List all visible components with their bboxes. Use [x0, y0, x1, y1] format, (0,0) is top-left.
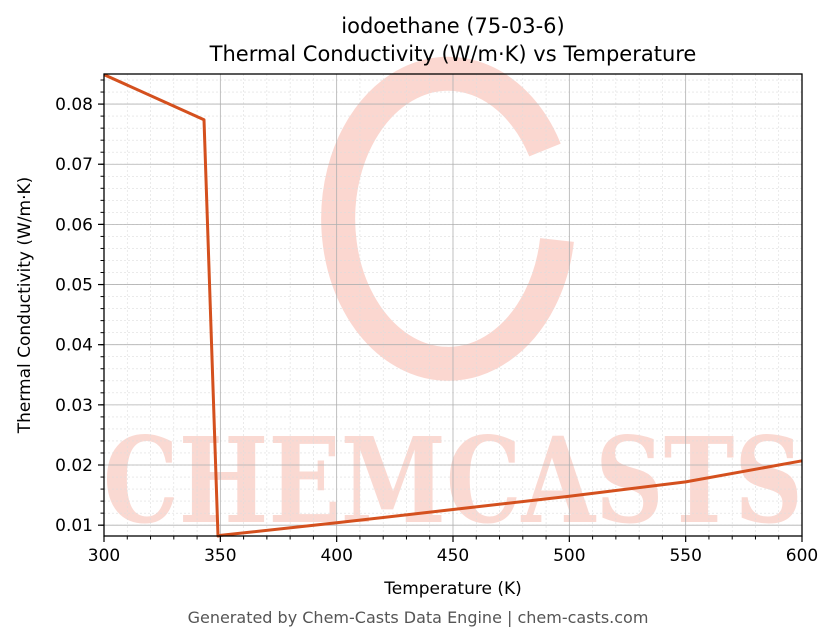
y-tick-label: 0.05 — [55, 276, 93, 296]
series-line — [103, 73, 803, 538]
y-tick-label: 0.03 — [55, 396, 93, 416]
chart-title-line1: iodoethane (75-03-6) — [341, 14, 564, 38]
ticks: 300 350 400 450 500 550 600 0.01 0.02 0.03 0.04 0.0… — [55, 79, 818, 566]
x-axis-label: Temperature (K) — [383, 579, 522, 599]
x-tick-label: 350 — [204, 546, 236, 566]
chart-title-line2: Thermal Conductivity (W/m·K) vs Temperat… — [209, 42, 697, 66]
x-tick-label: 300 — [88, 546, 120, 566]
footer-credit: Generated by Chem-Casts Data Engine | ch… — [187, 608, 649, 627]
x-tick-label: 500 — [553, 546, 585, 566]
x-tick-label: 600 — [786, 546, 818, 566]
y-axis-label: Thermal Conductivity (W/m·K) — [15, 177, 35, 435]
y-tick-label: 0.04 — [55, 336, 93, 356]
chart: CHEMCASTS 300 350 400 450 500 550 6000.010.020… — [15, 14, 818, 599]
y-tick-label: 0.02 — [55, 456, 93, 476]
x-tick-label: 450 — [437, 546, 469, 566]
y-tick-label: 0.07 — [55, 155, 93, 175]
y-tick-label: 0.08 — [55, 95, 93, 115]
watermark-ring — [321, 56, 574, 381]
y-tick-label: 0.06 — [55, 215, 93, 235]
x-tick-label: 550 — [669, 546, 701, 566]
series-layer — [103, 73, 803, 538]
y-tick-label: 0.01 — [55, 516, 93, 536]
x-tick-label: 400 — [320, 546, 352, 566]
